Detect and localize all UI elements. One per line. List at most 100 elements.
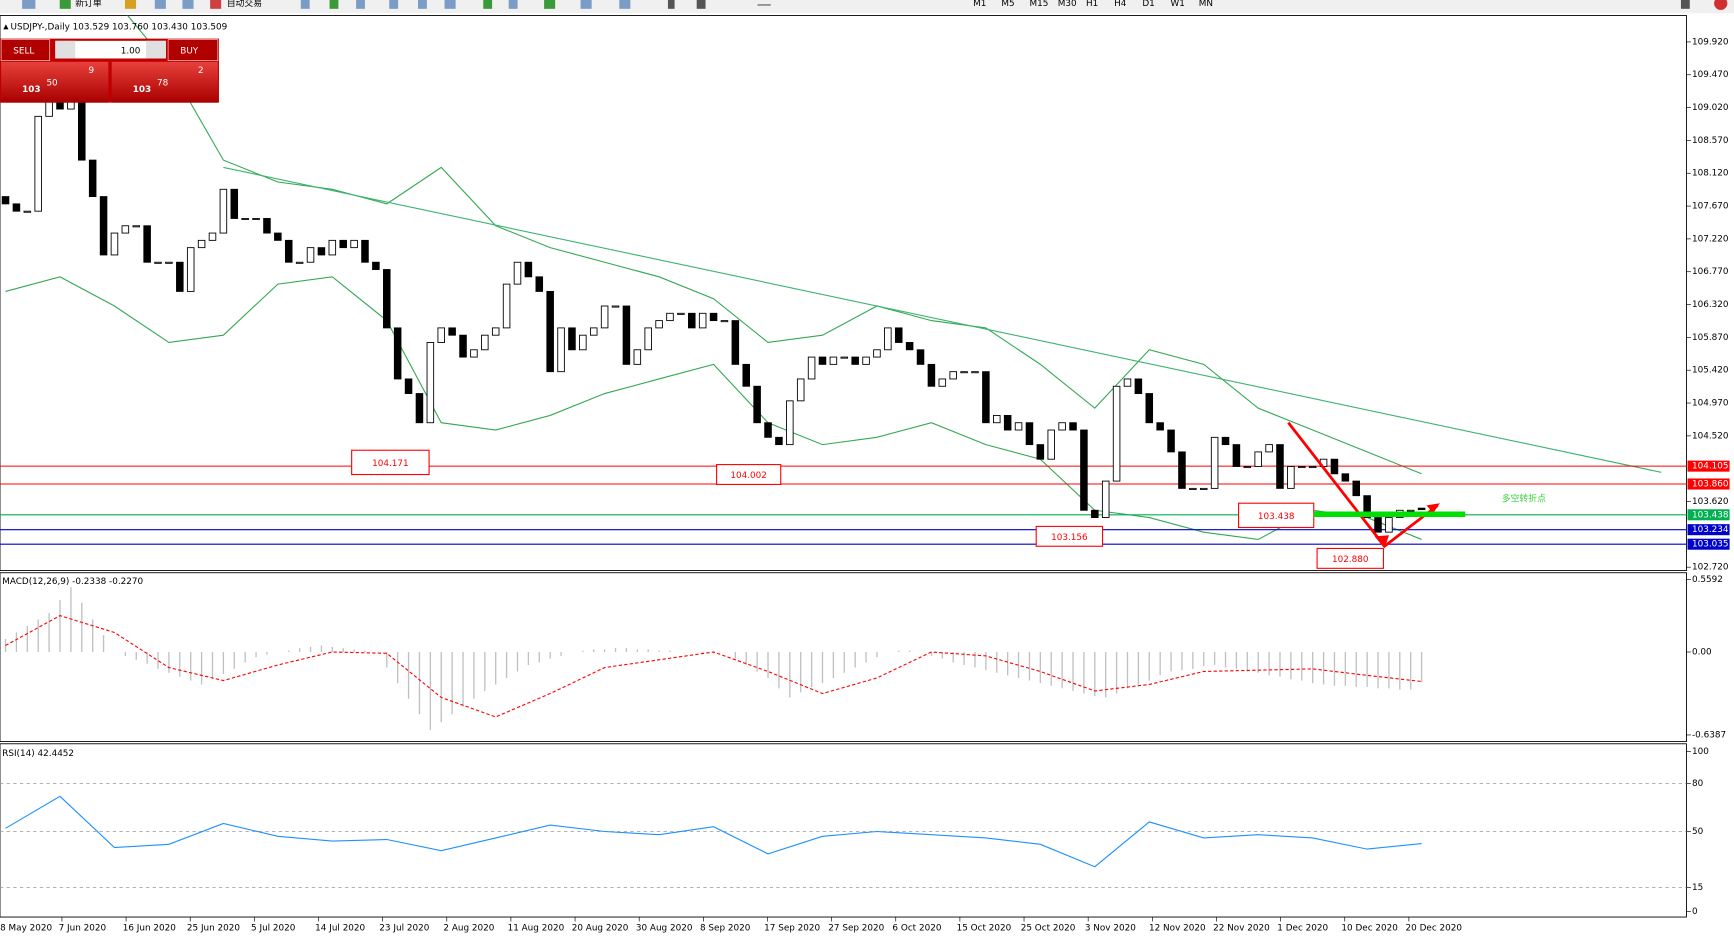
- toolbar-button[interactable]: 自动交易: [227, 0, 262, 9]
- annotation-label: 102.880: [1332, 555, 1369, 565]
- candle: [720, 320, 729, 323]
- candle: [829, 356, 838, 365]
- candle: [1232, 444, 1241, 467]
- candle: [1003, 414, 1012, 431]
- candle: [698, 312, 707, 329]
- timeframe-button[interactable]: W1: [1171, 0, 1185, 9]
- timeframe-button[interactable]: M5: [1001, 0, 1014, 9]
- candle: [840, 356, 849, 359]
- ask-box[interactable]: [111, 61, 218, 103]
- x-tick-label: 28 May 2020: [0, 924, 52, 934]
- candle: [1265, 444, 1273, 453]
- candle: [1080, 429, 1088, 511]
- candle: [1308, 466, 1317, 469]
- candle: [306, 247, 315, 263]
- candle: [982, 371, 990, 424]
- timeframe-button[interactable]: M15: [1030, 0, 1049, 9]
- chart-title: USDJPY-,Daily 103.529 103.760 103.430 10…: [11, 22, 228, 32]
- candle: [339, 239, 347, 249]
- sell-button[interactable]: [0, 39, 51, 61]
- toolbar-button[interactable]: 新订单: [75, 0, 102, 9]
- macd-panel: [0, 572, 1687, 743]
- candle: [208, 232, 217, 241]
- candle: [1330, 458, 1339, 475]
- toolbar-icons: [22, 0, 1728, 10]
- y-tick-label: 107.670: [1692, 202, 1729, 212]
- candle: [513, 261, 522, 285]
- candle: [927, 363, 936, 387]
- candle: [633, 349, 642, 365]
- buy-button[interactable]: [167, 39, 219, 61]
- x-tick-label: 20 Dec 2020: [1406, 924, 1463, 934]
- candle: [1123, 378, 1132, 387]
- y-tick-label: 15: [1692, 883, 1703, 893]
- candle: [1, 196, 10, 205]
- x-tick-label: 20 Aug 2020: [572, 924, 629, 934]
- candle: [1156, 422, 1164, 431]
- level-tag: [1687, 524, 1730, 536]
- candle: [916, 349, 925, 365]
- x-tick-label: 3 Nov 2020: [1085, 924, 1136, 934]
- candle: [1287, 466, 1295, 489]
- candle: [873, 349, 881, 358]
- candle: [1025, 422, 1034, 446]
- candle: [851, 356, 859, 365]
- y-tick-label: 106.320: [1692, 300, 1729, 310]
- x-tick-label: 11 Aug 2020: [508, 924, 565, 934]
- timeframe-button[interactable]: H1: [1086, 0, 1098, 9]
- candle: [197, 239, 206, 249]
- bid-box[interactable]: [1, 61, 109, 103]
- candle: [949, 371, 957, 380]
- y-tick-label: 100: [1692, 747, 1709, 757]
- candle: [655, 320, 663, 329]
- candle: [132, 225, 141, 228]
- candle: [110, 232, 119, 256]
- x-tick-label: 14 Jul 2020: [315, 924, 365, 934]
- y-tick-label: 109.470: [1692, 70, 1729, 80]
- timeframes: M1 M5 M15 M30 H1 H4 D1 W1 MN: [973, 0, 1213, 9]
- level-tag: [1687, 538, 1730, 550]
- candle: [1069, 422, 1077, 431]
- annotation-box: [1238, 502, 1315, 529]
- candle: [219, 188, 228, 234]
- timeframe-button[interactable]: MN: [1199, 0, 1213, 9]
- candle: [731, 320, 740, 365]
- candle: [1199, 487, 1208, 490]
- y-tick-label: 105.420: [1692, 366, 1729, 376]
- y-tick-label: 105.870: [1692, 333, 1729, 343]
- candle: [165, 261, 173, 264]
- timeframe-button[interactable]: M1: [973, 0, 986, 9]
- candle: [470, 349, 478, 358]
- candle: [1352, 480, 1360, 497]
- candle: [644, 327, 652, 351]
- x-tick-label: 1 Dec 2020: [1277, 924, 1328, 934]
- candle: [437, 327, 446, 343]
- x-tick-label: 27 Sep 2020: [828, 924, 884, 934]
- level-label: 103.234: [1692, 525, 1729, 535]
- annotation-box: [351, 449, 430, 476]
- lot[interactable]: 1.00: [121, 46, 141, 56]
- timeframe-button[interactable]: M30: [1058, 0, 1077, 9]
- sell-label: SELL: [13, 46, 34, 56]
- rsi-line: [5, 795, 1422, 868]
- candle: [807, 356, 816, 380]
- panel-content: [0, 15, 1687, 545]
- ask-pips: 78: [157, 78, 169, 88]
- arrows: [1287, 421, 1466, 549]
- y-tick-label: 0.5592: [1692, 575, 1723, 585]
- candle: [1091, 509, 1099, 519]
- level-label: 103.438: [1692, 510, 1729, 520]
- x-tick-label: 7 Jun 2020: [59, 924, 107, 934]
- level-label: 103.035: [1692, 540, 1729, 550]
- timeframe-button[interactable]: H4: [1114, 0, 1127, 9]
- candle: [481, 334, 489, 351]
- candle: [1254, 451, 1262, 467]
- candle: [622, 305, 631, 365]
- timeframe-button[interactable]: D1: [1142, 0, 1154, 9]
- y-tick-label: 109.020: [1692, 103, 1729, 113]
- annotation-box: [716, 464, 782, 486]
- candle: [1036, 444, 1045, 460]
- candle: [12, 203, 21, 212]
- candle: [274, 232, 282, 241]
